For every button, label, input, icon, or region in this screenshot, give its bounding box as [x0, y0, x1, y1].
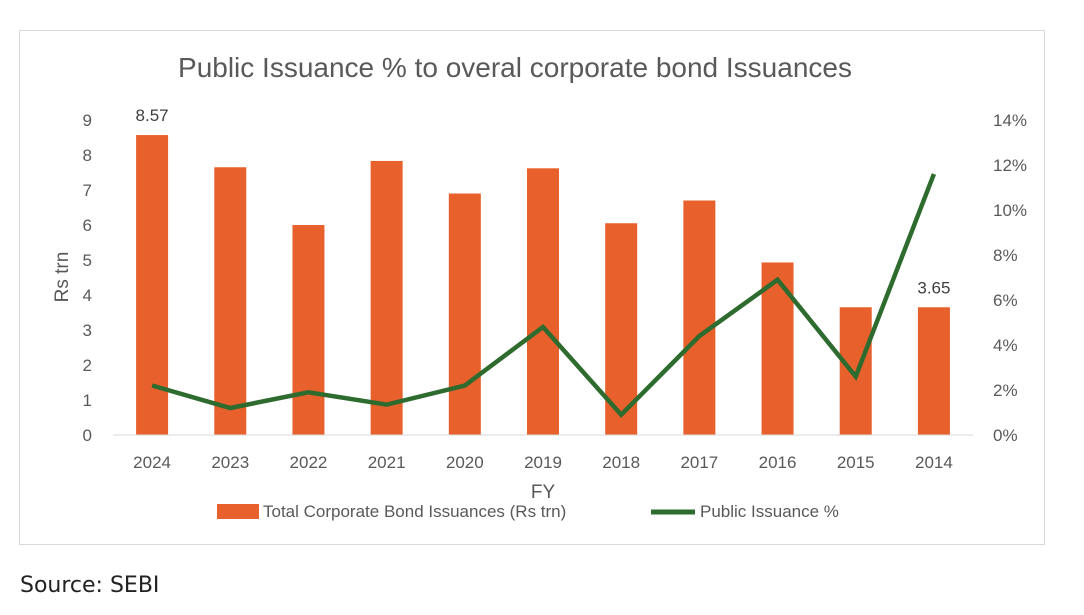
y-tick-label: 5 — [83, 251, 92, 270]
bar — [292, 225, 325, 435]
bar — [527, 168, 559, 436]
x-tick-label: 2023 — [211, 453, 249, 472]
y-tick-label: 3 — [83, 321, 92, 340]
bar — [214, 167, 247, 435]
y2-tick-label: 14% — [993, 111, 1027, 130]
bar — [370, 160, 403, 435]
legend-label-line: Public Issuance % — [700, 502, 839, 521]
x-tick-label: 2018 — [602, 453, 640, 472]
x-tick-label: 2014 — [915, 453, 953, 472]
bar-data-label: 8.57 — [136, 106, 169, 125]
bar — [917, 307, 950, 435]
x-tick-label: 2024 — [133, 453, 171, 472]
chart-title: Public Issuance % to overal corporate bo… — [178, 52, 852, 83]
legend-label-bars: Total Corporate Bond Issuances (Rs trn) — [263, 502, 566, 521]
x-tick-label: 2022 — [290, 453, 328, 472]
legend-swatch-bars — [217, 504, 259, 519]
y-tick-label: 9 — [83, 111, 92, 130]
y2-tick-label: 4% — [993, 336, 1018, 355]
bar — [683, 200, 716, 435]
y2-tick-label: 6% — [993, 291, 1018, 310]
y-tick-label: 0 — [83, 426, 92, 445]
bar-data-label: 3.65 — [917, 278, 950, 297]
x-tick-label: 2021 — [368, 453, 406, 472]
y2-tick-label: 12% — [993, 156, 1027, 175]
y2-tick-label: 10% — [993, 201, 1027, 220]
bar — [136, 135, 169, 436]
legend: Total Corporate Bond Issuances (Rs trn) … — [217, 502, 839, 521]
bar — [448, 193, 481, 435]
y-tick-label: 8 — [83, 146, 92, 165]
y2-tick-label: 2% — [993, 381, 1018, 400]
y-tick-label: 6 — [83, 216, 92, 235]
y-tick-label: 2 — [83, 356, 92, 375]
x-tick-label: 2017 — [680, 453, 718, 472]
y2-tick-label: 8% — [993, 246, 1018, 265]
x-axis-title: FY — [531, 482, 556, 503]
y-axis-title: Rs trn — [52, 252, 73, 303]
x-tick-label: 2020 — [446, 453, 484, 472]
y-tick-label: 4 — [83, 286, 92, 305]
y-tick-label: 1 — [83, 391, 92, 410]
x-tick-label: 2015 — [837, 453, 875, 472]
x-tick-label: 2019 — [524, 453, 562, 472]
y2-tick-label: 0% — [993, 426, 1018, 445]
source-note: Source: SEBI — [20, 573, 160, 598]
chart-svg: Public Issuance % to overal corporate bo… — [52, 52, 1027, 521]
x-tick-label: 2016 — [759, 453, 797, 472]
y-tick-label: 7 — [83, 181, 92, 200]
